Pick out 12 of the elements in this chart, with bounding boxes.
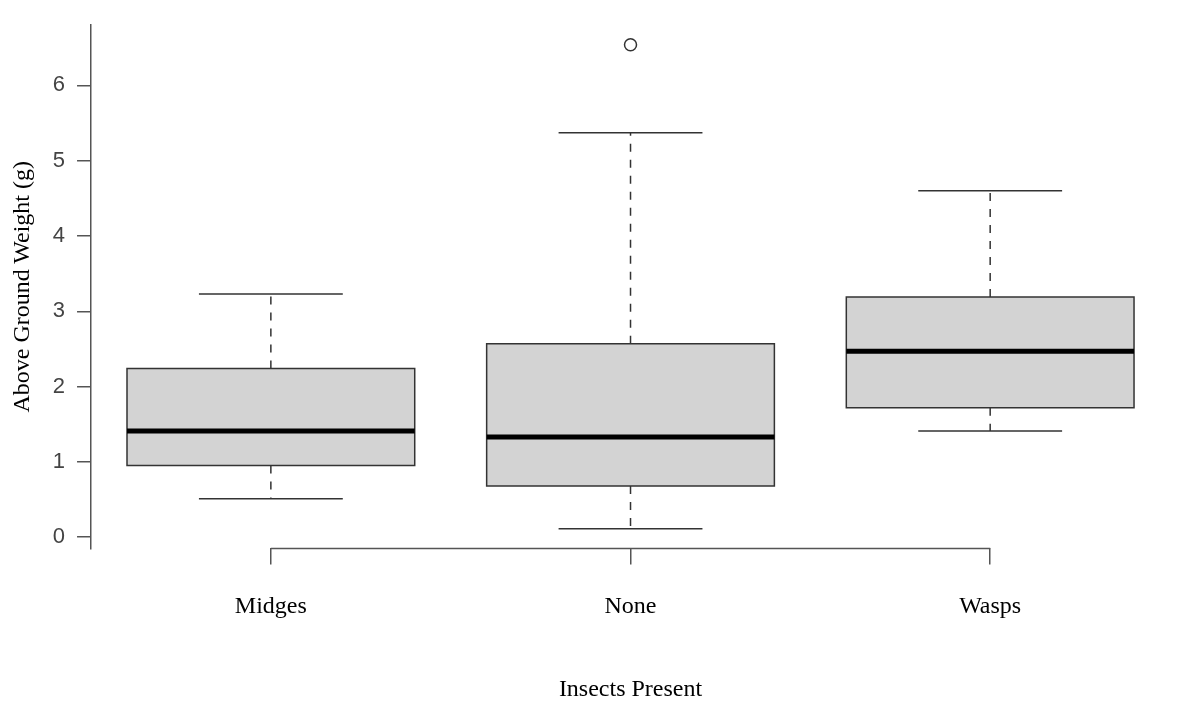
y-tick-label: 0 [52,523,66,549]
y-tick-label: 5 [52,146,66,172]
x-tick-label: None [604,592,657,619]
x-axis-title: Insects Present [558,674,703,701]
y-tick-label: 2 [52,372,66,398]
y-tick-label: 3 [52,297,66,323]
y-tick-label: 1 [52,447,66,473]
y-tick-label: 6 [52,71,66,97]
x-tick-label: Wasps [959,592,1022,619]
x-tick-label: Midges [234,592,307,619]
y-axis-title: Above Ground Weight (g) [7,161,34,413]
y-tick-label: 4 [52,222,66,248]
